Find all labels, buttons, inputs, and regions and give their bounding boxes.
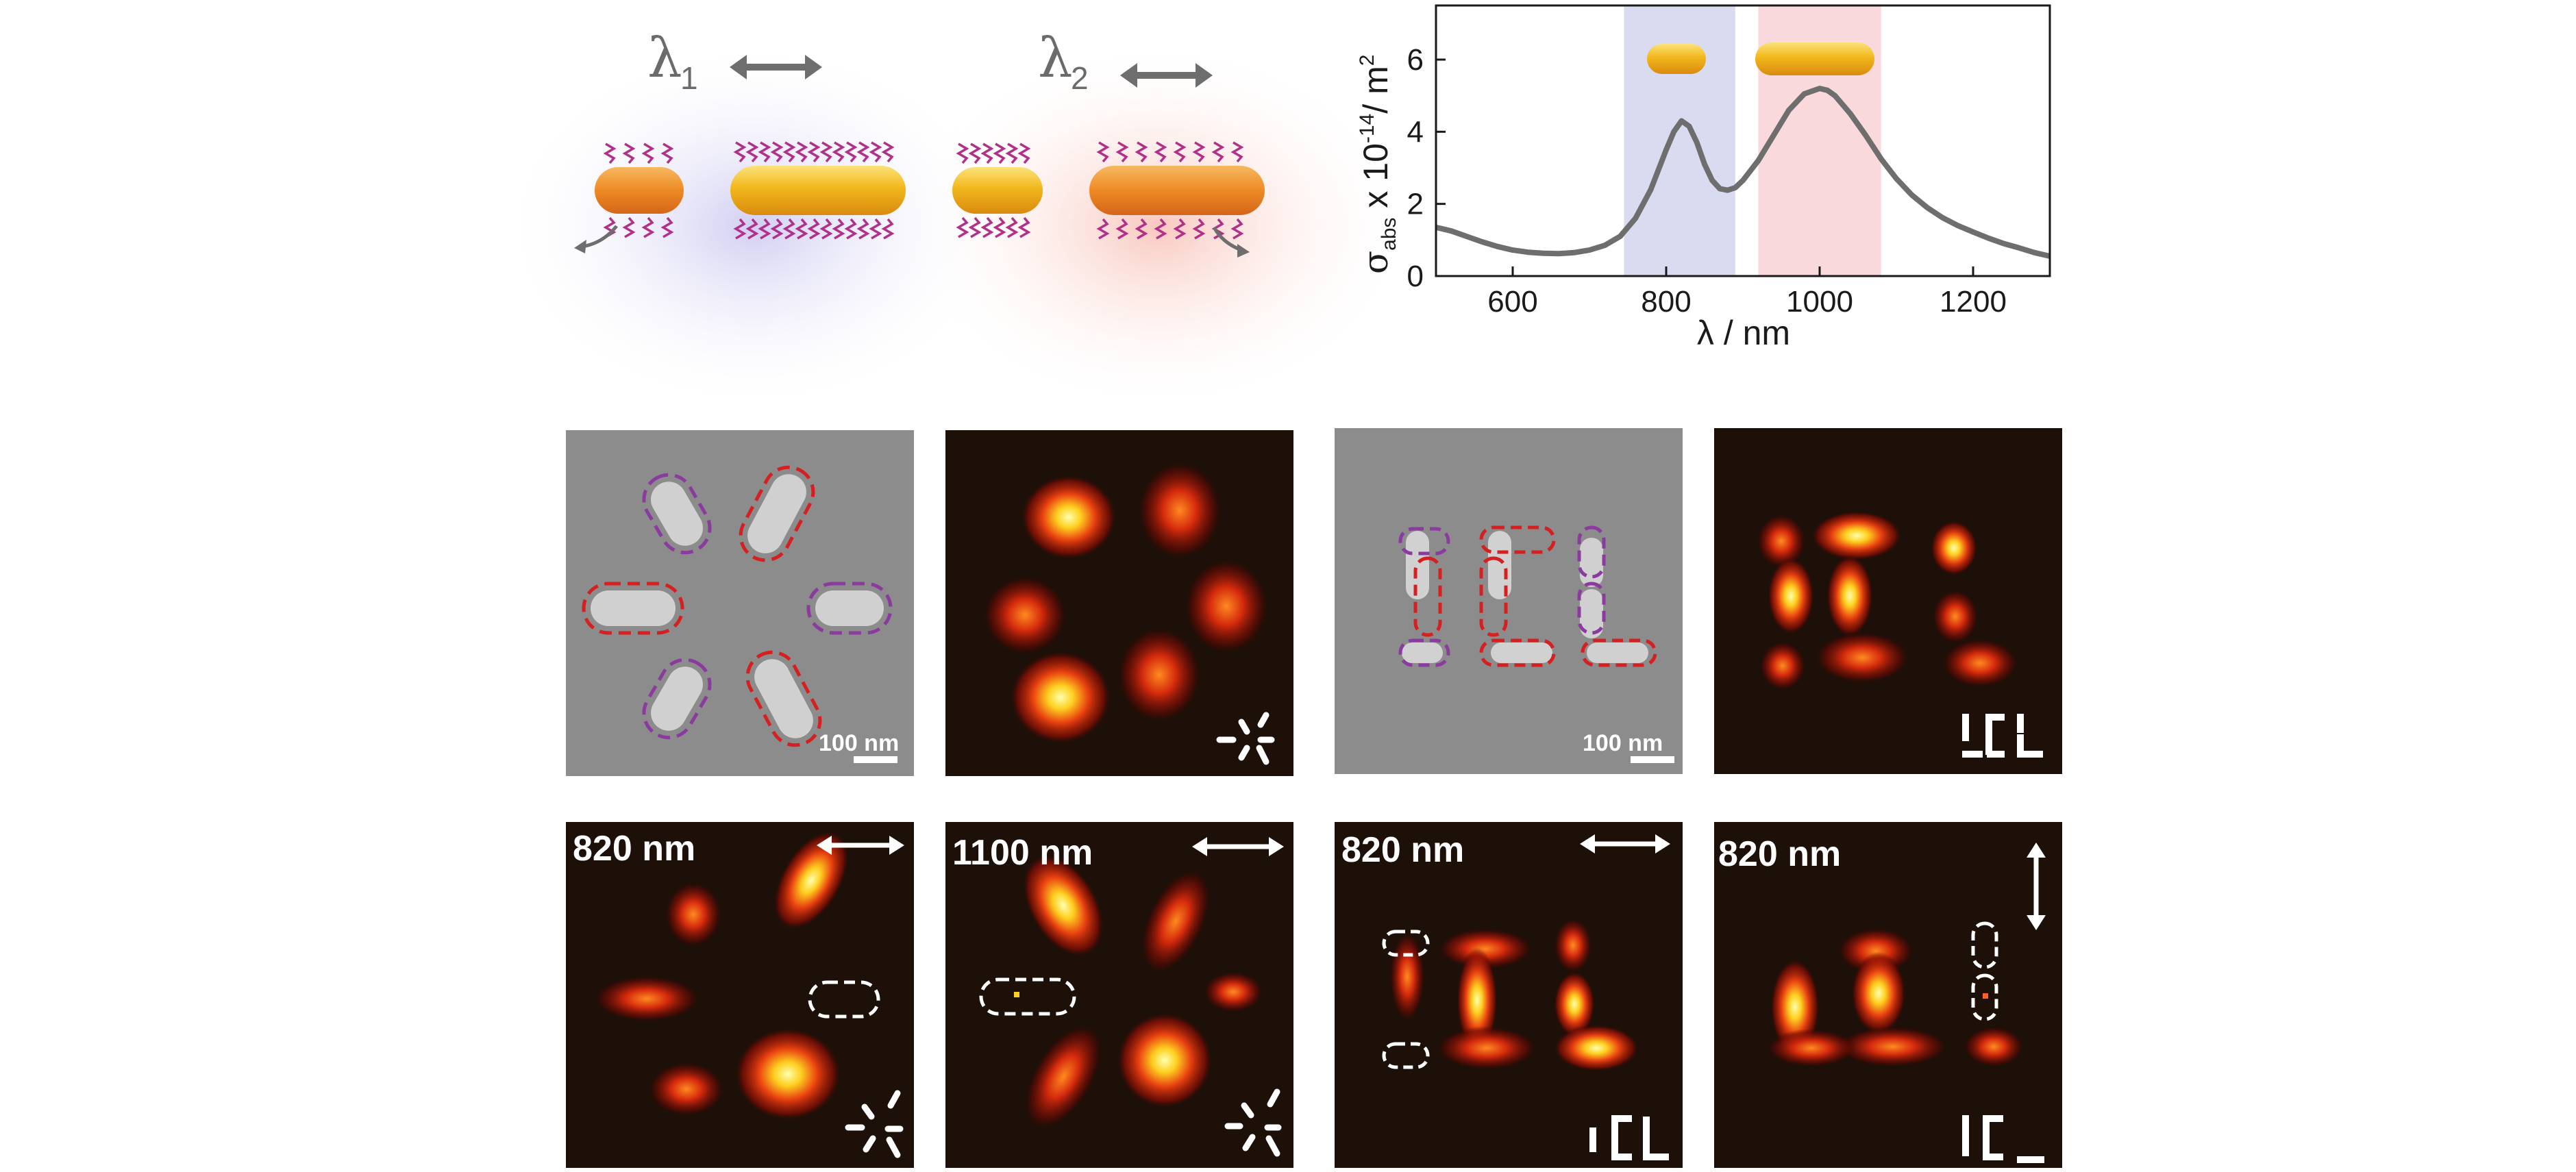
y-tick-label: 4 — [1407, 115, 1424, 149]
heatmap-panel-icl — [1714, 428, 2062, 774]
polarization-arrow-icon — [730, 55, 822, 79]
x-ticks: 600 800 1000 1200 — [1487, 266, 2007, 319]
heatmap-panel-flower-1100: 1100 nm — [945, 822, 1293, 1168]
missing-rod-outline — [1382, 1042, 1430, 1069]
x-tick-label: 1000 — [1786, 285, 1853, 319]
flower-pattern-icon — [1224, 1088, 1282, 1157]
heatmap-panel-flower — [945, 430, 1293, 776]
polarization-arrow-icon — [1120, 63, 1213, 88]
missing-rod-outline — [1971, 921, 1998, 969]
flower-pattern-icon — [845, 1090, 904, 1158]
scale-bar — [1631, 756, 1674, 763]
missing-rod-outline — [979, 977, 1076, 1016]
absorption-chart: 600 800 1000 1200 0 2 4 6 λ / nm σabs x 10-14/… — [1356, 4, 2051, 352]
red-glow — [904, 41, 1411, 411]
polarization-arrow-icon — [1192, 837, 1284, 856]
scale-bar — [854, 756, 897, 763]
polarization-arrow-icon — [817, 836, 904, 855]
y-tick-label: 6 — [1407, 43, 1424, 77]
sem-panel-flower: 100 nm — [566, 430, 914, 776]
flower-pattern-icon — [1216, 712, 1275, 765]
heatmap-panel-icl-820-h: 820 nm — [1335, 822, 1683, 1168]
missing-rod-outline — [808, 980, 880, 1019]
lambda1-subscript: 1 — [680, 60, 698, 96]
long-rod — [730, 166, 906, 215]
missing-rod-outline — [1971, 973, 1998, 1021]
heatmap-panel-flower-820: 820 nm — [566, 822, 914, 1168]
x-tick-label: 1200 — [1940, 285, 2007, 319]
wavelength-label: 820 nm — [1341, 830, 1464, 870]
svg-text:σabs x 10-14/ m2: σabs x 10-14/ m2 — [1356, 55, 1400, 274]
series-line-1 — [1435, 86, 2051, 259]
schematic: λ 1 λ 2 — [500, 26, 1411, 411]
x-tick-label: 800 — [1641, 285, 1691, 319]
long-rod-heated — [1089, 166, 1265, 215]
wavelength-label: 820 nm — [573, 829, 695, 869]
icl-pattern-icon — [1589, 1115, 1669, 1160]
lambda2-subscript: 2 — [1071, 60, 1089, 96]
scale-bar-label: 100 nm — [1583, 730, 1663, 756]
x-tick-label: 600 — [1487, 285, 1537, 319]
long-rod-icon — [1755, 42, 1874, 75]
y-ticks: 0 2 4 6 — [1407, 43, 1446, 293]
icl-pattern-icon — [1962, 714, 2043, 758]
absorption-series — [1435, 86, 2051, 259]
plot-frame — [1435, 4, 2051, 277]
icl-pattern-icon — [1962, 1115, 2044, 1163]
y-tick-label: 0 — [1407, 260, 1424, 293]
heatmap-panel-icl-820-v: 820 nm — [1714, 822, 2062, 1168]
scale-bar-label: 100 nm — [819, 730, 899, 756]
short-rod-heated — [595, 167, 684, 214]
wavelength-label: 820 nm — [1718, 834, 1841, 874]
polarization-arrow-icon — [1580, 834, 1670, 853]
short-rod — [952, 167, 1043, 214]
polarization-arrow-icon — [2027, 843, 2046, 930]
ligand-molecules — [603, 141, 1244, 240]
x-axis-label: λ / nm — [1697, 314, 1790, 352]
lambda1-label: λ — [647, 26, 682, 90]
y-tick-label: 2 — [1407, 188, 1424, 221]
lambda2-label: λ — [1038, 26, 1073, 90]
short-rod-icon — [1647, 44, 1706, 74]
missing-rod-outline — [1382, 930, 1430, 957]
y-axis-label: σabs x 10-14/ m2 — [1356, 55, 1400, 274]
sem-panel-icl: 100 nm — [1335, 428, 1683, 774]
wavelength-label: 1100 nm — [952, 833, 1093, 873]
